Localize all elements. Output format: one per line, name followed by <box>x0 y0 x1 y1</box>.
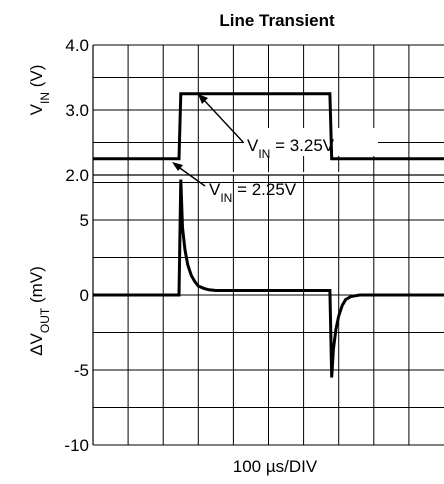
x-axis-label: 100 µs/DIV <box>233 457 318 476</box>
chart-title: Line Transient <box>219 11 335 30</box>
vin-y-tick-label: 3.0 <box>65 101 89 120</box>
vout-panel-grid <box>92 175 444 446</box>
vin-y-tick-label: 2.0 <box>65 166 89 185</box>
vin-y-tick-label: 4.0 <box>65 36 89 55</box>
annotation-3p25-backdrop <box>244 128 378 156</box>
arrow-2p25-head <box>172 162 183 171</box>
vout-y-tick-label: -10 <box>64 436 89 455</box>
vout-y-tick-labels: 5 0 -5 -10 <box>64 211 89 455</box>
annotation-vin-3p25: VIN = 3.25V <box>244 128 378 161</box>
annotation-vin-2p25: VIN = 2.25V <box>206 172 340 205</box>
svg-text:VIN = 3.25V: VIN = 3.25V <box>247 136 335 161</box>
annotation-2p25-backdrop <box>206 172 340 200</box>
vin-y-tick-labels: 2.0 3.0 4.0 <box>65 36 89 185</box>
arrow-3p25-head <box>198 94 208 104</box>
vin-series-line <box>93 92 444 161</box>
series-layer <box>93 92 444 378</box>
vout-y-tick-label: 0 <box>80 286 89 305</box>
vin-y-axis-label: VIN (V) <box>27 65 52 116</box>
vout-series-line <box>93 179 444 378</box>
vout-y-tick-label: 5 <box>80 211 89 230</box>
vout-y-tick-label: -5 <box>74 361 89 380</box>
vout-y-axis-label: ΔVOUT (mV) <box>27 266 52 356</box>
arrow-3p25-line <box>202 98 244 143</box>
svg-text:VIN = 2.25V: VIN = 2.25V <box>209 180 297 205</box>
